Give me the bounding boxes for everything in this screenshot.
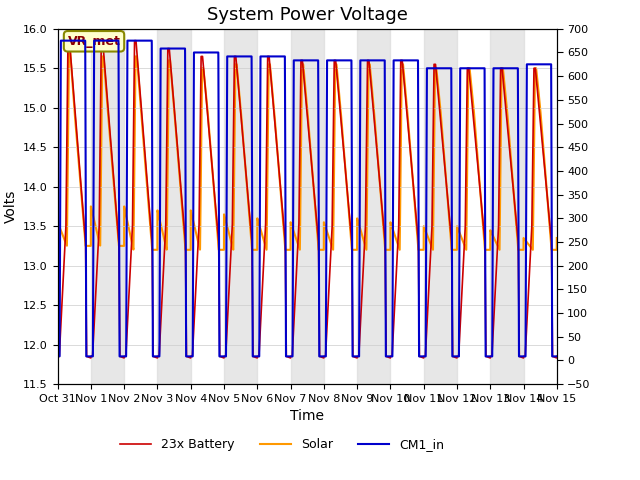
Solar <box>156 215 163 221</box>
CM1_in <box>553 353 561 359</box>
23x Battery <box>241 154 248 159</box>
23x Battery <box>376 179 383 185</box>
CM1_in <box>551 353 559 359</box>
Bar <box>291 29 324 384</box>
Solar <box>161 238 168 243</box>
CM1_in <box>161 46 168 51</box>
Bar <box>357 29 390 384</box>
Bar <box>224 29 257 384</box>
Line: 23x Battery: 23x Battery <box>58 41 557 358</box>
Bar <box>424 29 457 384</box>
CM1_in <box>156 353 163 359</box>
CM1_in <box>241 54 248 60</box>
23x Battery <box>156 352 163 358</box>
Solar <box>54 219 61 225</box>
Title: System Power Voltage: System Power Voltage <box>207 6 408 24</box>
Solar <box>553 235 561 241</box>
Text: VR_met: VR_met <box>68 35 120 48</box>
23x Battery <box>553 353 561 359</box>
23x Battery <box>161 249 168 255</box>
CM1_in <box>376 58 383 63</box>
Solar <box>551 247 559 252</box>
X-axis label: Time: Time <box>290 409 324 423</box>
Bar <box>490 29 524 384</box>
Legend: 23x Battery, Solar, CM1_in: 23x Battery, Solar, CM1_in <box>115 433 449 456</box>
23x Battery <box>54 353 61 359</box>
Bar <box>91 29 124 384</box>
23x Battery <box>447 228 454 234</box>
CM1_in <box>54 353 61 359</box>
23x Battery <box>551 354 559 360</box>
Y-axis label: Volts: Volts <box>4 190 17 223</box>
Solar <box>65 49 73 55</box>
Solar <box>241 155 248 160</box>
Solar <box>148 247 156 252</box>
CM1_in <box>57 38 65 44</box>
Bar <box>157 29 191 384</box>
23x Battery <box>520 355 527 361</box>
CM1_in <box>447 65 454 71</box>
23x Battery <box>64 38 72 44</box>
Line: CM1_in: CM1_in <box>58 41 557 356</box>
Line: Solar: Solar <box>58 52 557 250</box>
Solar <box>447 235 454 241</box>
Solar <box>376 180 383 186</box>
